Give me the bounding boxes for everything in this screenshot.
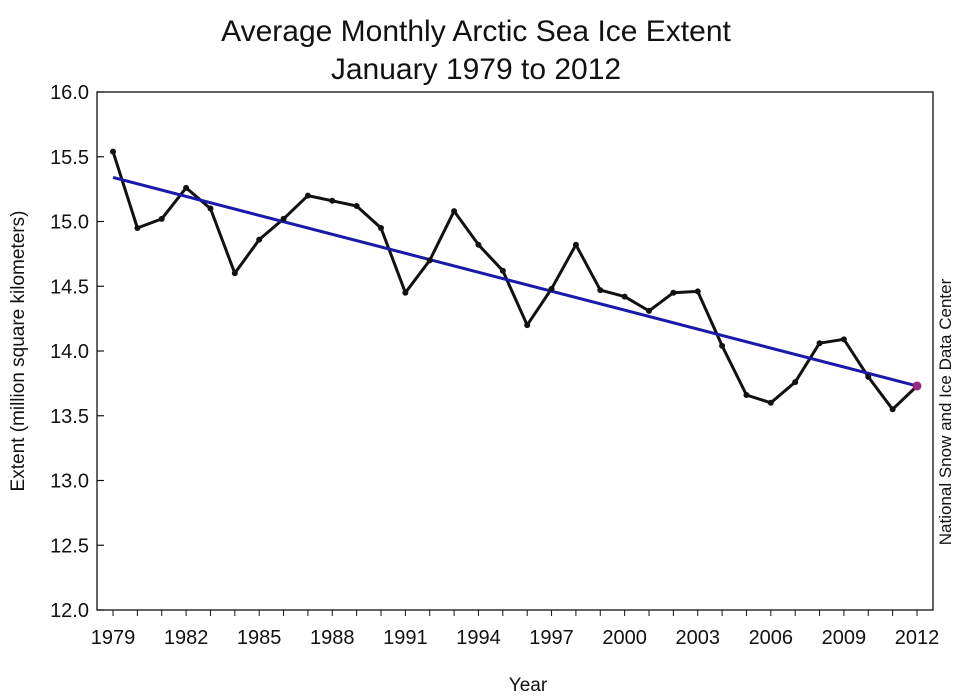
extent-point xyxy=(889,406,896,413)
x-tick-label: 1997 xyxy=(529,627,574,649)
extent-point xyxy=(816,340,823,347)
credit-label: National Snow and Ice Data Center xyxy=(936,278,955,545)
extent-point xyxy=(426,257,433,264)
x-tick-label: 2000 xyxy=(602,627,647,649)
extent-point xyxy=(402,289,409,296)
y-axis-title: Extent (million square kilometers) xyxy=(8,211,29,492)
extent-point xyxy=(134,224,141,231)
x-axis-title: Year xyxy=(509,675,548,696)
extent-point xyxy=(207,205,214,212)
extent-point xyxy=(451,208,458,215)
extent-point xyxy=(840,336,847,343)
y-tick-label: 14.5 xyxy=(50,276,89,298)
extent-point xyxy=(280,215,287,222)
x-tick-label: 1985 xyxy=(237,627,282,649)
x-tick-label: 2006 xyxy=(749,627,794,649)
extent-point xyxy=(719,342,726,349)
extent-point xyxy=(329,197,336,204)
y-tick-label: 16.0 xyxy=(50,82,89,104)
extent-point xyxy=(524,322,531,329)
trend-line xyxy=(112,176,918,388)
x-tick-label: 1979 xyxy=(91,627,136,649)
extent-series-line xyxy=(111,151,919,411)
x-axis: 1979 1982 1985 1988 1991 1994 1997 2000 2003 2006… xyxy=(91,610,940,649)
series-layer xyxy=(110,148,922,413)
extent-point xyxy=(110,148,116,155)
y-tick-label: 13.0 xyxy=(50,471,89,493)
extent-point-latest xyxy=(912,381,922,391)
y-tick-label: 12.0 xyxy=(50,600,89,622)
x-tick-label: 2003 xyxy=(675,627,720,649)
x-tick-label: 1994 xyxy=(456,627,501,649)
extent-point xyxy=(256,236,263,243)
extent-point xyxy=(378,224,384,231)
y-tick-label: 12.5 xyxy=(50,535,89,557)
y-tick-label: 13.5 xyxy=(50,406,89,428)
extent-point xyxy=(621,293,628,300)
x-tick-label: 2009 xyxy=(822,627,867,649)
extent-point xyxy=(865,373,872,380)
extent-point xyxy=(475,241,482,248)
extent-point xyxy=(767,399,774,406)
extent-point xyxy=(183,184,190,191)
extent-point xyxy=(792,379,799,386)
y-tick-label: 15.5 xyxy=(50,147,89,169)
extent-point xyxy=(694,288,701,295)
extent-point xyxy=(597,287,604,294)
chart-title: Average Monthly Arctic Sea Ice Extent xyxy=(221,15,731,48)
chart-subtitle: January 1979 to 2012 xyxy=(331,53,621,86)
x-tick-label: 2012 xyxy=(895,627,940,649)
extent-point xyxy=(548,285,555,292)
x-tick-label: 1982 xyxy=(164,627,209,649)
extent-point xyxy=(158,215,165,222)
x-tick-label: 1988 xyxy=(310,627,355,649)
y-axis: 16.0 15.5 15.0 14.5 14.0 13.5 13.0 12.5 12.0 xyxy=(50,82,104,622)
extent-point xyxy=(646,307,652,314)
extent-point xyxy=(743,392,750,399)
y-tick-label: 15.0 xyxy=(50,212,89,234)
extent-point xyxy=(572,241,579,248)
extent-point xyxy=(353,202,360,209)
extent-point xyxy=(499,267,506,274)
y-tick-label: 14.0 xyxy=(50,341,89,363)
x-tick-label: 1991 xyxy=(383,627,428,649)
extent-point xyxy=(670,289,677,296)
plot-area xyxy=(96,91,934,611)
extent-point xyxy=(231,270,238,277)
extent-point xyxy=(304,192,311,199)
